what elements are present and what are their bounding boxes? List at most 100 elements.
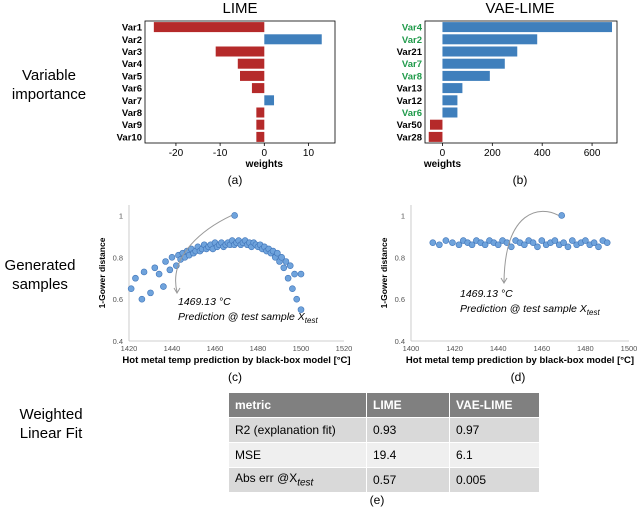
y-axis-label: 1-Gower distance [97,237,107,308]
cell-metric: Abs err @Xtest [229,467,367,492]
annotation-value: 1469.13 °C [460,288,513,300]
annotation-arrowhead [500,277,508,284]
data-point [551,237,559,244]
x-tick-label: 0 [440,148,446,159]
caption-c: (c) [228,370,242,384]
chart-a-title: LIME [222,0,258,17]
x-tick-label: 1480 [250,344,267,353]
category-label: Var2 [122,35,142,46]
data-point [558,212,566,219]
data-point [534,243,541,251]
plot-frame [144,20,336,144]
cell-metric: MSE [229,442,367,468]
header-vae-lime: VAE-LIME [449,393,540,418]
cell-vae: 6.1 [449,442,540,468]
data-point [582,237,589,244]
category-label: Var13 [397,84,422,95]
category-label: Var7 [402,59,422,70]
data-point [442,237,450,244]
data-point [293,295,301,303]
annotation-arrowhead [173,287,181,294]
row-label-line: Linear Fit [19,425,83,442]
bar [442,34,538,45]
annotation-arrow [503,210,559,283]
x-tick-label: 10 [303,148,315,159]
x-tick-label: 1400 [403,344,420,353]
category-label: Var12 [397,96,422,107]
annotation-subscript: test [587,308,601,317]
data-point [160,283,167,290]
x-tick-label: 1440 [164,344,181,353]
row-label-generated-samples: Generated samples [0,256,80,294]
category-label: Var8 [122,108,142,119]
data-point [297,270,305,278]
data-point [494,241,502,249]
category-label: Var10 [117,132,142,143]
data-point [151,264,159,272]
data-point [147,289,154,297]
data-point [429,239,437,246]
category-label: Var4 [402,23,423,34]
table-row: MSE 19.4 6.1 [229,442,540,468]
data-point [521,241,528,249]
x-tick-label: 400 [534,148,551,159]
category-label: Var21 [397,47,423,58]
row-label-line: Variable [22,67,76,84]
y-tick-label: 0.6 [113,295,123,304]
annotation-value: 1469.13 °C [178,296,231,308]
x-tick-label: 1420 [446,344,463,353]
bar [428,131,443,142]
y-tick-label: 0.4 [113,337,123,346]
data-point [132,274,139,282]
row-label-line: Generated [4,257,76,274]
data-point [140,268,148,276]
caption-a: (a) [227,173,243,187]
x-axis-label: weights [423,159,462,170]
cell-lime: 0.93 [366,417,450,443]
bar [442,107,458,118]
data-point [162,258,169,265]
x-tick-label: 1420 [121,344,138,353]
data-point [468,241,476,249]
x-tick-label: 1500 [293,344,310,353]
y-tick-label: 0.8 [395,253,405,262]
row-label-weighted-fit: Weighted Linear Fit [2,405,100,443]
category-label: Var9 [122,120,142,131]
category-label: Var5 [122,71,143,82]
table-header-row: metric LIME VAE-LIME [229,393,540,418]
data-point [455,241,463,249]
y-axis-label: 1-Gower distance [379,237,389,308]
data-point [507,243,515,251]
data-point [166,266,174,274]
data-point [291,270,298,278]
x-tick-label: 0 [262,148,268,159]
bar [240,70,265,81]
category-label: Var28 [397,132,422,143]
category-label: Var6 [402,108,422,119]
data-point [168,254,176,261]
cell-metric-text: Abs err @X [235,471,298,486]
data-point [569,237,576,244]
caption-b: (b) [512,173,528,187]
data-point [280,264,288,272]
data-point [284,274,292,282]
category-label: Var50 [397,120,422,131]
data-point [595,243,602,251]
x-axis-label: Hot metal temp prediction by black-box m… [406,355,634,366]
row-label-variable-importance: Variable importance [0,66,98,104]
category-label: Var2 [402,35,422,46]
data-point [282,258,290,265]
x-tick-label: -20 [169,148,184,159]
data-point [274,249,281,257]
y-tick-label: 1 [401,211,405,220]
bar [442,46,518,57]
cell-metric-sub: test [297,477,314,489]
annotation-subscript: test [305,316,319,325]
y-tick-label: 1 [119,211,123,220]
x-tick-label: 1460 [207,344,224,353]
bar [264,95,275,106]
data-point [289,285,296,292]
data-point [155,270,163,278]
